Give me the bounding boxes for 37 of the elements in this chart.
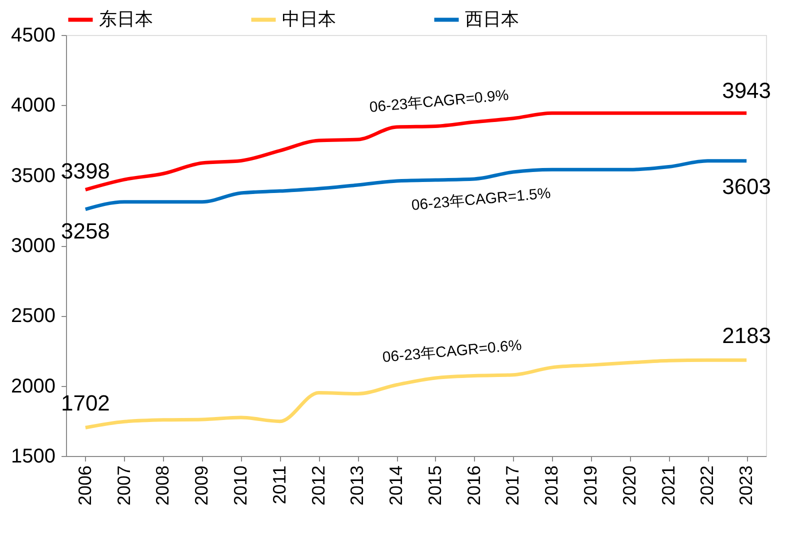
x-tick-label: 2021 [658, 466, 678, 506]
x-tick-label: 2023 [736, 466, 756, 506]
legend-label: 西日本 [465, 8, 519, 29]
legend-label: 东日本 [99, 8, 153, 29]
x-tick-label: 2013 [347, 466, 368, 506]
y-tick-label: 4500 [11, 24, 56, 46]
x-tick-label: 2010 [230, 466, 250, 506]
annotation: 3603 [722, 174, 772, 199]
y-tick-label: 2500 [11, 305, 56, 328]
annotation: 2183 [722, 323, 772, 348]
x-tick-label: 2018 [542, 466, 562, 506]
x-tick-label: 2014 [386, 466, 406, 506]
annotation: 06-23年CAGR=0.9% [368, 86, 510, 116]
annotation: 3398 [60, 158, 110, 184]
y-tick-label: 1500 [11, 446, 56, 468]
legend-label: 中日本 [282, 8, 336, 29]
x-tick-label: 2011 [269, 466, 290, 504]
annotation: 1702 [60, 390, 110, 416]
y-tick-label: 4000 [11, 94, 56, 117]
x-tick-label: 2008 [152, 466, 173, 506]
annotation: 3258 [60, 218, 110, 244]
x-tick-label: 2006 [74, 466, 95, 506]
annotation: 06-23年CAGR=1.5% [410, 184, 552, 214]
annotation: 06-23年CAGR=0.6% [382, 336, 522, 366]
x-tick-label: 2022 [697, 466, 718, 506]
y-tick-label: 3500 [11, 164, 56, 187]
x-tick-label: 2017 [502, 466, 523, 506]
y-tick-label: 3000 [11, 235, 56, 257]
x-tick-label: 2015 [424, 466, 445, 506]
y-tick-label: 2000 [11, 375, 56, 398]
annotation: 3943 [722, 78, 772, 104]
x-tick-label: 2019 [580, 466, 600, 506]
x-tick-label: 2016 [464, 466, 484, 506]
x-tick-label: 2007 [114, 466, 134, 506]
x-tick-label: 2009 [192, 466, 212, 506]
x-tick-label: 2012 [308, 466, 328, 506]
x-tick-label: 2020 [619, 466, 640, 506]
